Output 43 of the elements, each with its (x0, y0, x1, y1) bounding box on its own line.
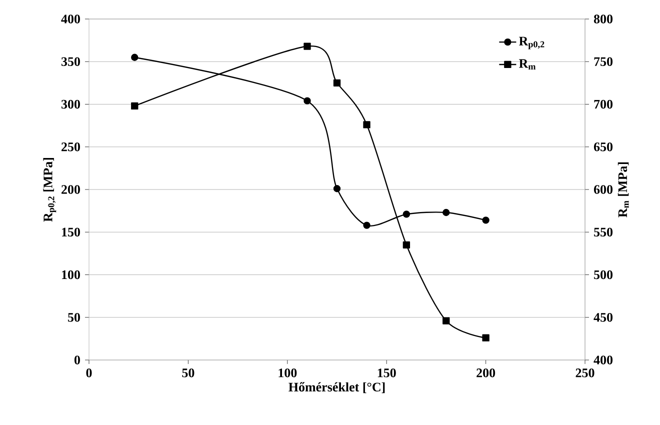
y2-tick-label: 700 (594, 100, 613, 109)
y-tick-label: 0 (74, 356, 80, 364)
point (304, 42, 311, 50)
point (333, 185, 341, 192)
y2-tick-label: 550 (594, 228, 613, 237)
x-tick-label: 0 (86, 368, 92, 378)
y-tick-label: 250 (62, 142, 80, 152)
y2-tick-label: 500 (594, 270, 613, 280)
point (304, 97, 311, 104)
x-tick-label: 50 (182, 368, 194, 378)
x-axis-title: Hőmérséklet [°C] (288, 382, 385, 394)
point (333, 79, 341, 87)
y-tick-label: 150 (62, 228, 80, 237)
point (442, 317, 450, 324)
y2-tick-label: 400 (594, 356, 613, 364)
legend-label: R$_{m}$ (519, 59, 536, 70)
x-tick-label: 200 (476, 368, 496, 378)
point (402, 210, 410, 218)
y2-tick-label: 750 (594, 57, 613, 66)
y-tick-label: 100 (62, 270, 80, 280)
x-tick-label: 150 (378, 368, 396, 378)
point (442, 208, 450, 216)
x-tick-label: 100 (278, 368, 297, 378)
point (402, 241, 410, 248)
y2-tick-label: 600 (594, 185, 613, 194)
point (131, 54, 138, 61)
legend-label: R$_{p0,2}$ (519, 36, 544, 50)
x-tick-label: 250 (576, 368, 594, 378)
y-tick-label: 300 (61, 100, 80, 109)
point (482, 216, 490, 224)
y-tick-label: 350 (61, 57, 80, 66)
point (363, 222, 370, 229)
y-tick-label: 200 (62, 185, 80, 194)
y2-tick-label: 800 (594, 14, 613, 24)
y2-tick-label: 450 (594, 312, 613, 322)
y2-axis-title: R$_{m}$ [MPa] (618, 162, 629, 218)
point (482, 334, 490, 342)
point (131, 102, 138, 110)
y-axis-title: R$_{p0,2}$ [MPa] (43, 158, 56, 222)
y2-tick-label: 650 (594, 142, 613, 152)
y-tick-label: 400 (61, 14, 80, 24)
point (363, 121, 370, 128)
y-tick-label: 50 (68, 312, 80, 322)
